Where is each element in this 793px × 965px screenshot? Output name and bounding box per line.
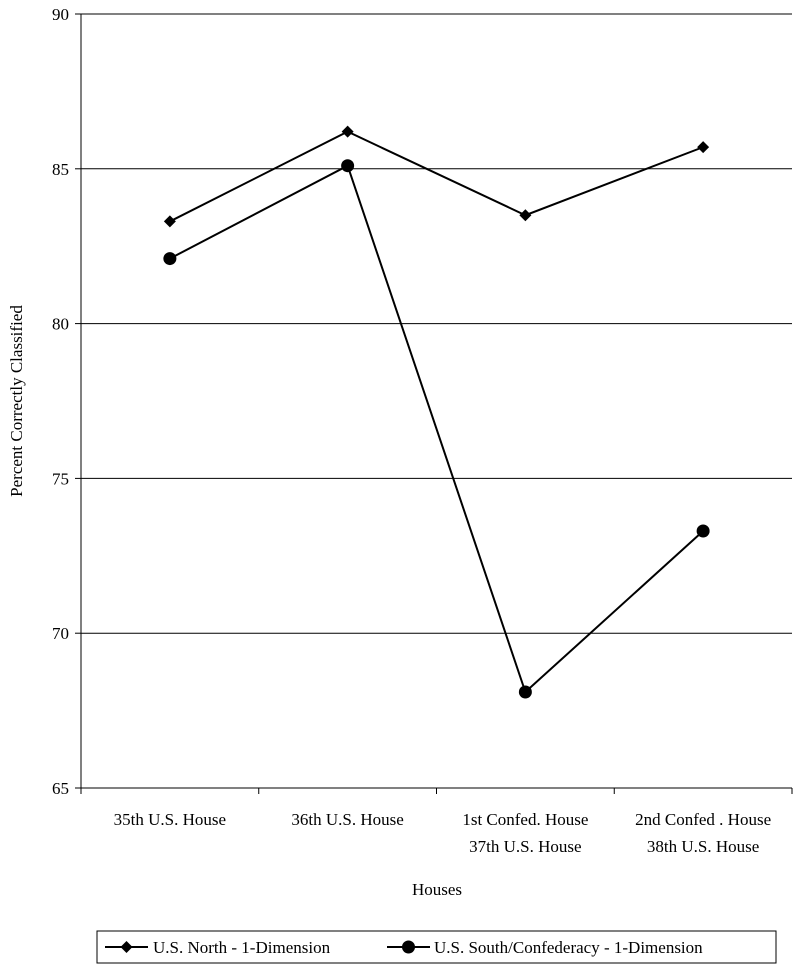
- point-series-1: [697, 141, 710, 154]
- series-group: [163, 125, 710, 699]
- series-line-2: [169, 164, 704, 694]
- point-series-2: [341, 159, 355, 173]
- x-tick-label: 37th U.S. House: [469, 837, 581, 856]
- point-series-1: [341, 125, 354, 138]
- x-tick-labels: 35th U.S. House 36th U.S. House 1st Confed…: [114, 810, 771, 856]
- x-tick-label: 2nd Confed . House: [635, 810, 771, 829]
- y-tick-label: 75: [52, 469, 69, 488]
- y-axis-label: Percent Correctly Classified: [7, 305, 26, 497]
- legend: U.S. North - 1-Dimension U.S. South/Confe…: [96, 930, 777, 964]
- series-line-1: [169, 130, 704, 223]
- point-series-2: [696, 524, 710, 538]
- gridlines: [81, 13, 792, 634]
- legend-box: [96, 930, 777, 964]
- y-tick-label: 90: [52, 5, 69, 24]
- y-tick-labels: 65 70 75 80 85 90: [52, 5, 69, 798]
- legend-label-2: U.S. South/Confederacy - 1-Dimension: [434, 938, 703, 957]
- x-tick-label: 36th U.S. House: [291, 810, 403, 829]
- x-tick-label: 35th U.S. House: [114, 810, 226, 829]
- axes: [75, 13, 793, 794]
- legend-label-1: U.S. North - 1-Dimension: [153, 938, 331, 957]
- y-tick-label: 85: [52, 160, 69, 179]
- y-tick-label: 65: [52, 779, 69, 798]
- x-axis-label: Houses: [412, 880, 462, 899]
- legend-marker-diamond: [120, 941, 133, 953]
- point-series-1: [519, 209, 532, 222]
- y-tick-label: 70: [52, 624, 69, 643]
- point-series-2: [163, 252, 177, 266]
- point-series-2: [518, 685, 532, 699]
- x-tick-label: 1st Confed. House: [462, 810, 588, 829]
- x-tick-label: 38th U.S. House: [647, 837, 759, 856]
- point-series-1: [163, 215, 176, 228]
- y-tick-label: 80: [52, 315, 69, 334]
- legend-marker-circle: [402, 940, 415, 954]
